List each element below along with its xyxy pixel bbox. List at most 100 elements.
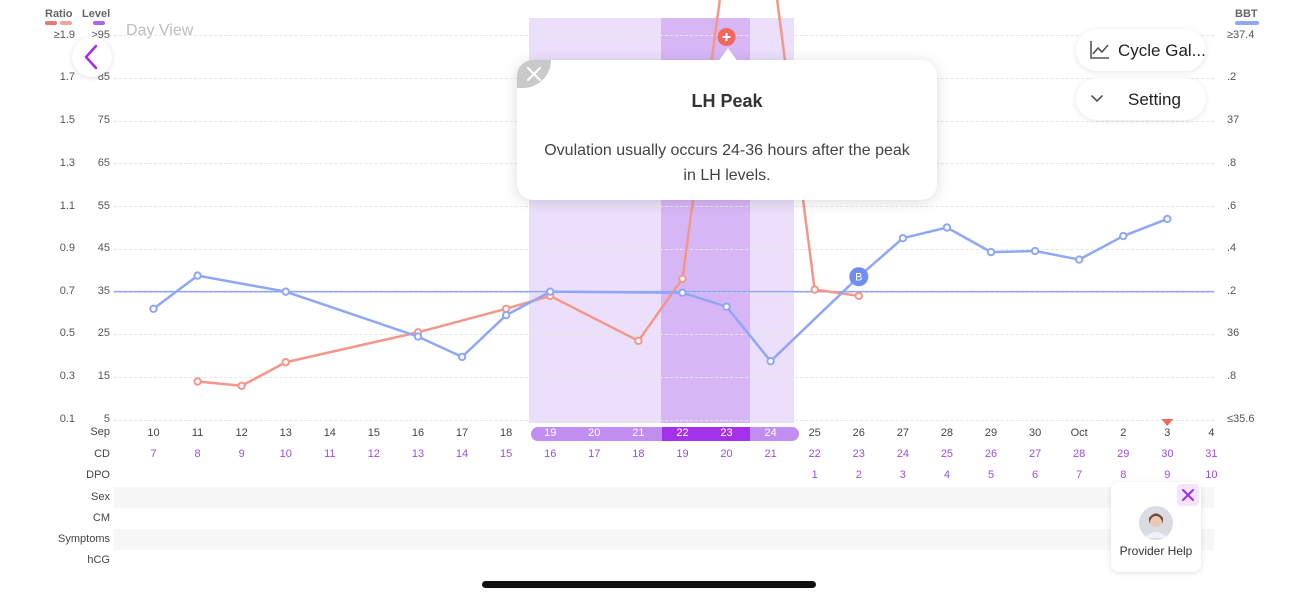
level-tick: 5 [103,413,110,425]
row-label-hcg: hCG [87,554,110,566]
date-cell: 10 [147,427,160,439]
bbt-point [1163,214,1172,224]
date-cell: 17 [455,427,469,439]
cd-cell: 28 [1073,448,1086,460]
dpo-cell: 6 [1032,469,1039,481]
date-cell: 26 [852,427,865,439]
date-cell: 2 [1120,427,1127,439]
bbt-point [942,223,952,232]
cd-cell: 10 [279,448,292,460]
cycle-gallery-label: Cycle Gal... [1118,41,1206,60]
cd-cell: 27 [1028,448,1042,460]
level-tick: 65 [97,157,110,169]
bbt-point [898,233,908,243]
plus-glyph [722,33,731,41]
level-tick: 55 [97,200,110,212]
level-tick: 25 [97,327,110,339]
level-tick: 15 [97,370,110,382]
bbt-point [1074,255,1084,264]
bbt-tick: 37 [1227,114,1240,126]
grid-line [114,420,1214,421]
level-tick: 35 [97,285,110,297]
provider-close-button[interactable] [1177,484,1199,506]
close-icon [1182,489,1194,501]
ratio-color-swatch [45,21,57,25]
symptoms-row[interactable] [114,529,1214,550]
ratio-tick: 1.7 [59,71,75,83]
bbt-tick: .8 [1227,157,1237,169]
grid-line [114,334,1214,336]
cycle-gallery-button[interactable]: Cycle Gal... [1076,29,1206,71]
tooltip-title: LH Peak [691,91,763,111]
level-tick: 75 [97,114,110,126]
level-point [237,381,246,390]
row-label-cd: CD [94,448,110,460]
cd-cell: 19 [676,448,689,460]
cycle-chart[interactable]: B [0,0,1298,430]
ratio-tick: 0.1 [59,413,75,425]
date-cell: 4 [1208,427,1215,439]
bbt-point [457,352,467,362]
chevron-left-icon [84,44,98,70]
ratio-tick: 0.3 [59,370,75,382]
cd-cell: 7 [150,448,157,460]
bbt-tick: .2 [1227,285,1237,297]
date-cell: 30 [1028,427,1042,439]
bbt-tick: ≥37.4 [1227,29,1255,41]
date-cell: Oct [1070,427,1088,439]
back-button[interactable] [72,37,112,77]
level-point [810,285,819,294]
grid-line [114,248,1214,250]
bbt-point [501,310,511,320]
dpo-cell: 5 [987,469,995,481]
date-cell: 29 [984,427,998,439]
ratio-tick: 0.9 [59,242,75,254]
bbt-line [152,217,1168,363]
close-icon [526,66,542,82]
dpo-cell: 4 [943,469,950,481]
bbt-point [413,332,423,341]
cd-cell: 12 [367,448,381,460]
row-label-month: Sep [90,426,110,438]
today-marker [1161,419,1174,426]
bbt-point [986,247,996,257]
cd-cell: 16 [544,448,557,460]
dpo-cell: 9 [1164,469,1171,481]
lh-peak-tooltip: LH Peak Ovulation usually occurs 24-36 h… [517,60,937,200]
bbt-point [546,287,555,296]
cd-cell: 15 [500,448,513,460]
grid-line [114,206,1214,208]
provider-help-widget[interactable]: Provider Help [1111,482,1201,572]
date-cell: 14 [323,427,336,439]
bbt-tick: .8 [1227,370,1237,382]
level-line [197,0,859,388]
chevron-down-icon [1091,95,1103,103]
setting-label: Setting [1128,90,1181,109]
cd-cell: 8 [194,448,201,460]
cd-cell: 11 [324,448,336,460]
row-label-cm: CM [92,512,110,524]
bbt-header: BBT [1235,8,1258,20]
setting-button[interactable]: Setting [1076,78,1206,120]
bbt-tick: .4 [1227,242,1237,254]
level-tick: 45 [97,242,110,254]
sex-row[interactable] [114,487,1214,508]
row-label-sex: Sex [91,491,110,503]
level-point [634,336,643,346]
tooltip-body: Ovulation usually occurs 24-36 hours aft… [544,142,910,184]
tooltip-pointer [718,48,738,62]
date-cell: 24 [764,427,777,439]
cd-cell: 13 [411,448,425,460]
provider-avatar [1139,506,1173,540]
bbt-tick: .6 [1227,200,1237,212]
cd-cell: 26 [984,448,998,460]
cd-cell: 20 [720,448,733,460]
bbt-point [766,356,775,366]
ratio-tick: ≥1.9 [53,29,75,41]
bbt-point [149,304,158,313]
cd-cell: 18 [632,448,645,460]
line-chart-icon [1090,41,1109,59]
level-point [854,291,863,301]
cd-cell: 24 [896,448,909,460]
date-cell: 13 [279,427,292,439]
